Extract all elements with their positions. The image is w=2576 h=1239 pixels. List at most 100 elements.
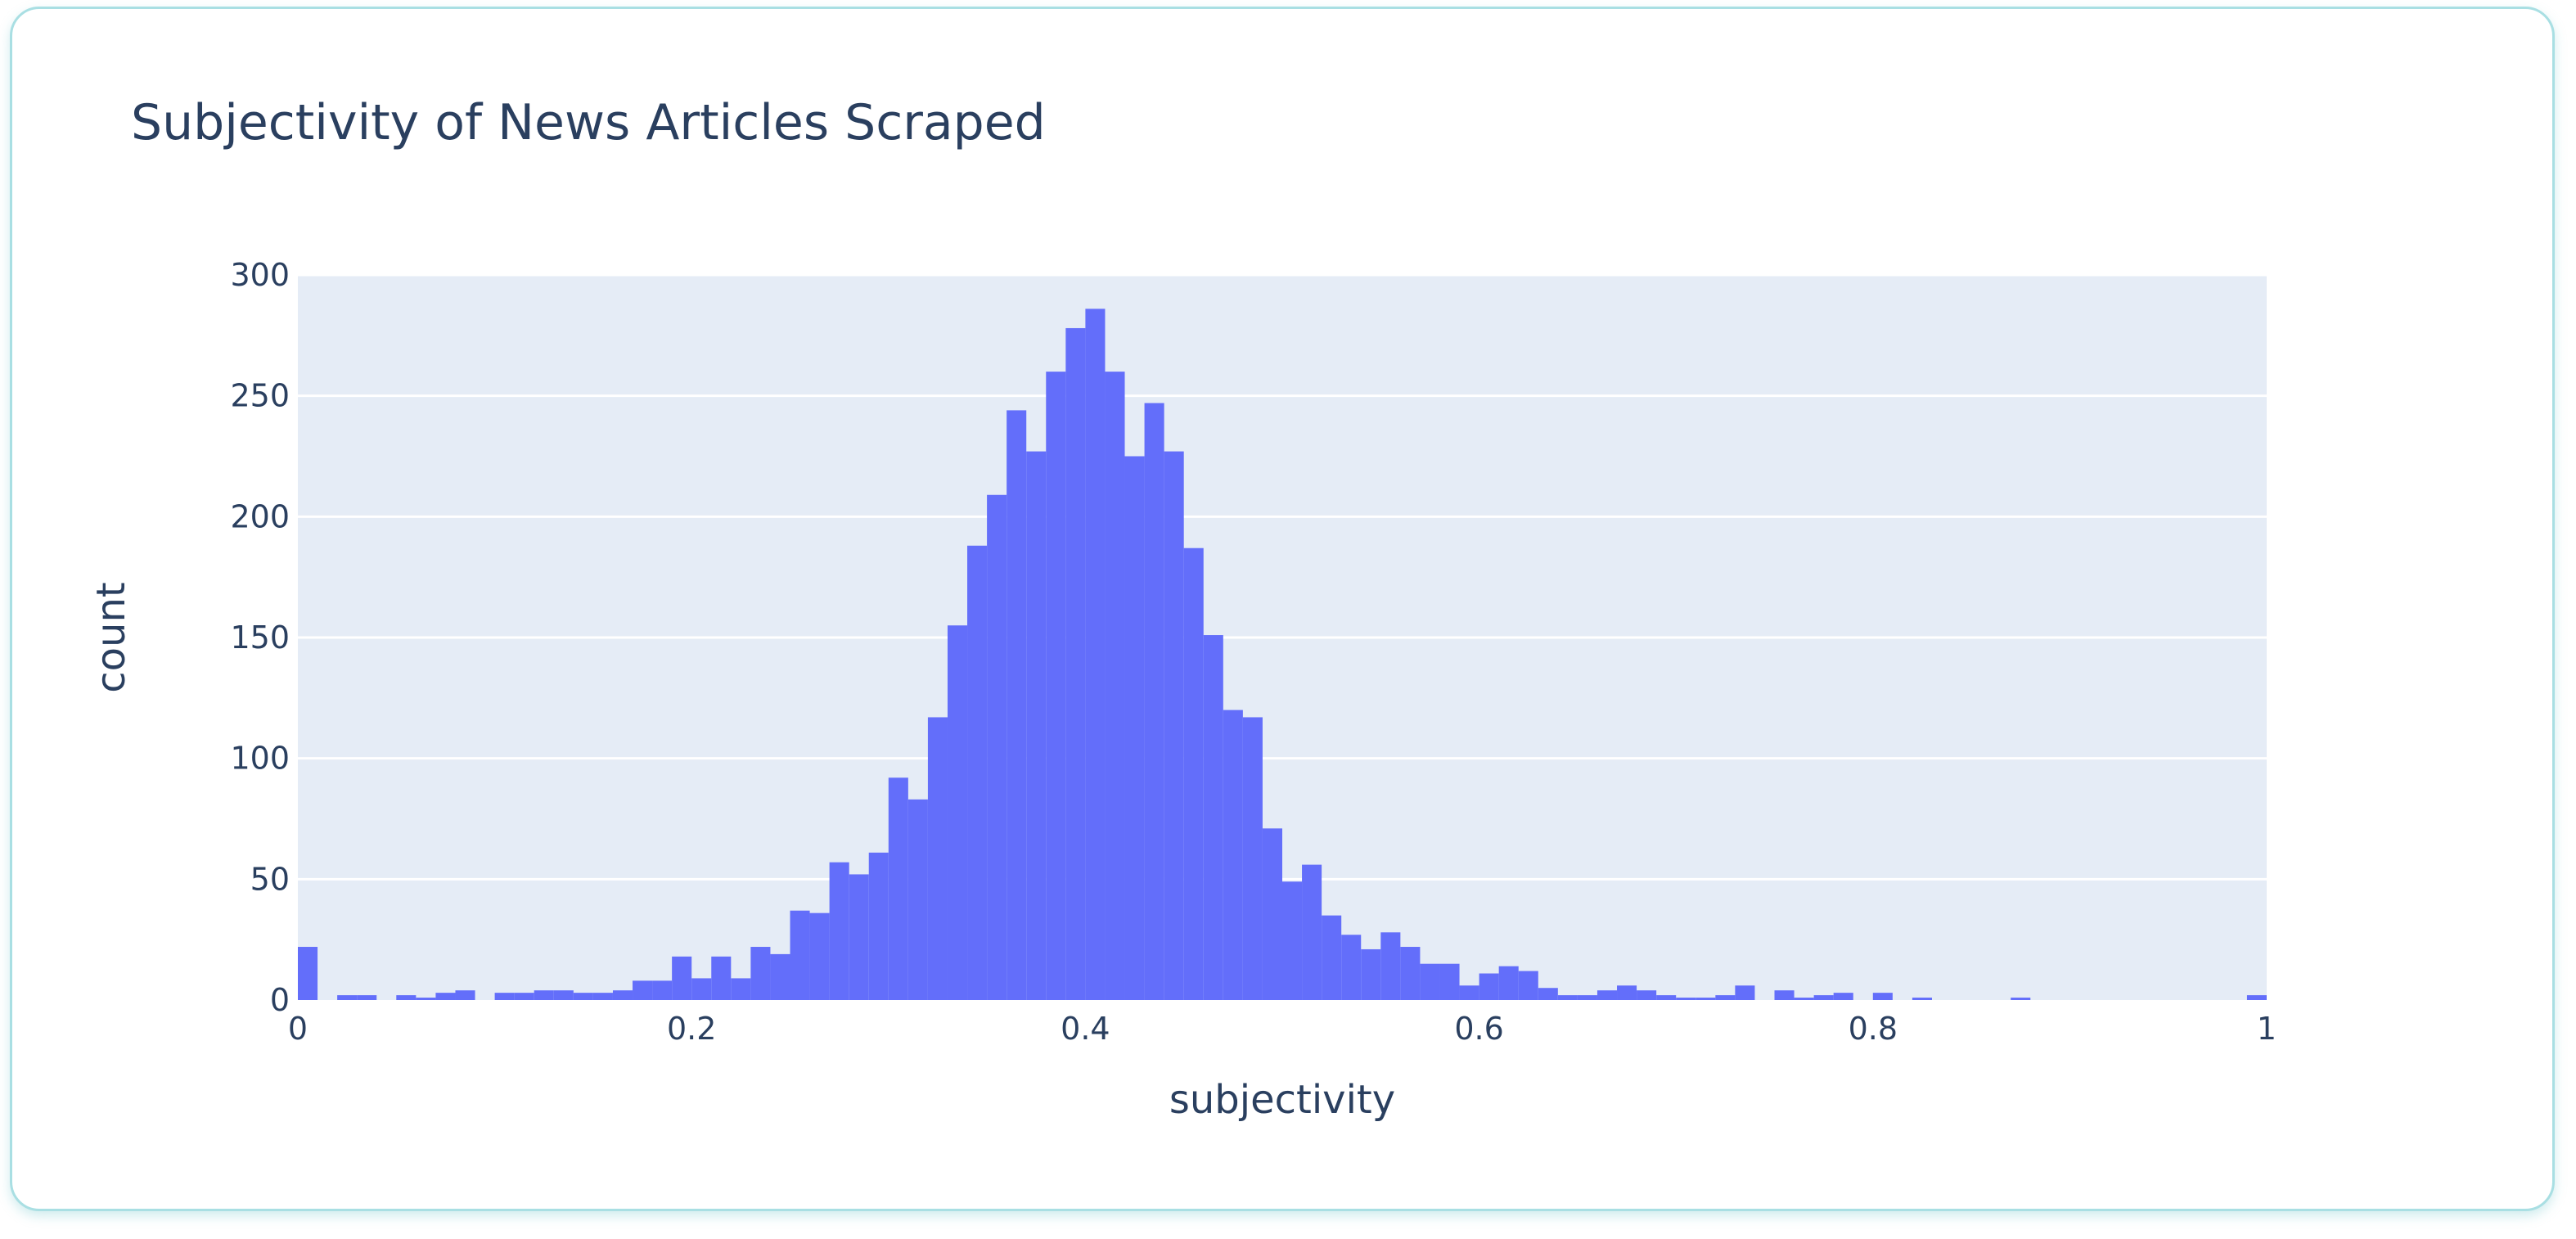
- histogram-bar[interactable]: [672, 956, 692, 1000]
- histogram-bar[interactable]: [416, 998, 436, 1000]
- histogram-bar[interactable]: [770, 953, 790, 1000]
- x-tick-label: 0.8: [1849, 1011, 1898, 1047]
- histogram-bar[interactable]: [1794, 998, 1814, 1000]
- histogram-bar[interactable]: [494, 993, 515, 1000]
- histogram-bar[interactable]: [731, 978, 751, 1000]
- histogram-bar[interactable]: [1065, 327, 1086, 1000]
- histogram-bar[interactable]: [691, 978, 712, 1000]
- histogram-bar[interactable]: [809, 912, 830, 1000]
- histogram-bar[interactable]: [1361, 948, 1381, 1000]
- histogram-bar[interactable]: [1302, 864, 1322, 1000]
- histogram-bar[interactable]: [849, 874, 869, 1000]
- histogram-bar[interactable]: [455, 990, 475, 1000]
- x-axis-title: subjectivity: [1169, 1077, 1395, 1123]
- histogram-bar[interactable]: [1538, 988, 1558, 1000]
- x-tick-label: 0.6: [1454, 1011, 1503, 1047]
- histogram-bar[interactable]: [1380, 932, 1401, 1000]
- histogram-bar[interactable]: [1105, 372, 1125, 1001]
- histogram-bar[interactable]: [1026, 451, 1047, 1000]
- y-tick-label: 0: [270, 982, 290, 1018]
- histogram-bar[interactable]: [337, 995, 358, 1000]
- histogram-bar[interactable]: [1656, 995, 1677, 1000]
- histogram-bar[interactable]: [1813, 995, 1834, 1000]
- histogram-bars: [298, 309, 2267, 1001]
- histogram-bar[interactable]: [1223, 710, 1243, 1000]
- histogram-bar[interactable]: [868, 852, 889, 1000]
- x-tick-label: 0.2: [667, 1011, 716, 1047]
- histogram-bar[interactable]: [987, 494, 1007, 1000]
- y-tick-label: 200: [230, 498, 290, 534]
- histogram-bar[interactable]: [829, 862, 849, 1000]
- histogram-bar[interactable]: [1498, 966, 1519, 1000]
- y-tick-label: 150: [230, 620, 290, 656]
- y-axis-ticks: 0 50 100 150 200 250 300: [230, 257, 290, 1018]
- histogram-bar[interactable]: [1715, 995, 1736, 1000]
- histogram-bar[interactable]: [1577, 995, 1597, 1000]
- x-axis-ticks: 0 0.2 0.4 0.6 0.8 1: [288, 1011, 2277, 1047]
- histogram-bar[interactable]: [573, 993, 593, 1000]
- histogram-bar[interactable]: [1617, 985, 1637, 1000]
- histogram-bar[interactable]: [357, 995, 377, 1000]
- histogram-bar[interactable]: [1085, 309, 1106, 1000]
- histogram-bar[interactable]: [1262, 828, 1282, 1000]
- histogram-bar[interactable]: [1872, 993, 1893, 1000]
- x-tick-label: 1: [2257, 1011, 2277, 1047]
- histogram-bar[interactable]: [790, 910, 810, 1000]
- y-tick-label: 300: [230, 257, 290, 293]
- y-tick-label: 50: [250, 861, 290, 897]
- histogram-bar[interactable]: [633, 980, 653, 1000]
- x-tick-label: 0.4: [1061, 1011, 1110, 1047]
- histogram-bar[interactable]: [534, 990, 554, 1000]
- histogram-bar[interactable]: [1439, 963, 1460, 1000]
- histogram-bar[interactable]: [1518, 971, 1538, 1000]
- histogram-bar[interactable]: [1637, 990, 1657, 1000]
- y-tick-label: 250: [230, 378, 290, 414]
- histogram-bar[interactable]: [592, 993, 613, 1000]
- histogram-bar[interactable]: [1774, 990, 1795, 1000]
- histogram-bar[interactable]: [1912, 998, 1932, 1000]
- y-tick-label: 100: [230, 741, 290, 777]
- histogram-bar[interactable]: [888, 777, 908, 1000]
- histogram-bar[interactable]: [1046, 372, 1066, 1001]
- histogram-bar[interactable]: [1479, 973, 1499, 1000]
- histogram-bar[interactable]: [1420, 963, 1440, 1000]
- histogram-bar[interactable]: [1282, 881, 1303, 1000]
- histogram-bar[interactable]: [396, 995, 417, 1000]
- histogram-bar[interactable]: [514, 993, 534, 1000]
- histogram-bar[interactable]: [1557, 995, 1578, 1000]
- histogram-bar[interactable]: [1696, 998, 1716, 1000]
- histogram-bar[interactable]: [1400, 947, 1421, 1000]
- histogram-bar[interactable]: [967, 545, 988, 1000]
- histogram-bar[interactable]: [1124, 456, 1145, 1001]
- histogram-bar[interactable]: [2246, 995, 2267, 1000]
- histogram-bar[interactable]: [927, 717, 948, 1000]
- y-axis-title: count: [88, 582, 134, 692]
- histogram-bar[interactable]: [1203, 635, 1223, 1000]
- histogram-bar[interactable]: [1322, 915, 1342, 1000]
- histogram-bar[interactable]: [1459, 985, 1479, 1000]
- chart-title: Subjectivity of News Articles Scraped: [131, 94, 1046, 151]
- histogram-bar[interactable]: [2011, 998, 2031, 1000]
- histogram-bar[interactable]: [553, 990, 574, 1000]
- x-tick-label: 0: [288, 1011, 308, 1047]
- gridlines: [298, 273, 2267, 881]
- histogram-bar[interactable]: [612, 990, 633, 1000]
- histogram-bar[interactable]: [1242, 717, 1263, 1000]
- histogram-bar[interactable]: [1164, 451, 1184, 1000]
- histogram-bar[interactable]: [298, 947, 318, 1000]
- histogram-bar[interactable]: [947, 625, 968, 1000]
- histogram-bar[interactable]: [1676, 998, 1696, 1000]
- histogram-bar[interactable]: [652, 980, 673, 1000]
- histogram-bar[interactable]: [1007, 410, 1027, 1000]
- histogram-bar[interactable]: [1833, 993, 1853, 1000]
- histogram-bar[interactable]: [711, 956, 732, 1000]
- histogram-bar[interactable]: [1596, 990, 1618, 1000]
- histogram-bar[interactable]: [1183, 547, 1204, 1000]
- histogram-bar[interactable]: [1341, 935, 1362, 1000]
- histogram-bar[interactable]: [750, 947, 771, 1000]
- histogram-bar[interactable]: [907, 799, 928, 1000]
- histogram-bar[interactable]: [435, 993, 456, 1000]
- histogram-bar[interactable]: [1735, 985, 1755, 1000]
- histogram-bar[interactable]: [1144, 403, 1164, 1000]
